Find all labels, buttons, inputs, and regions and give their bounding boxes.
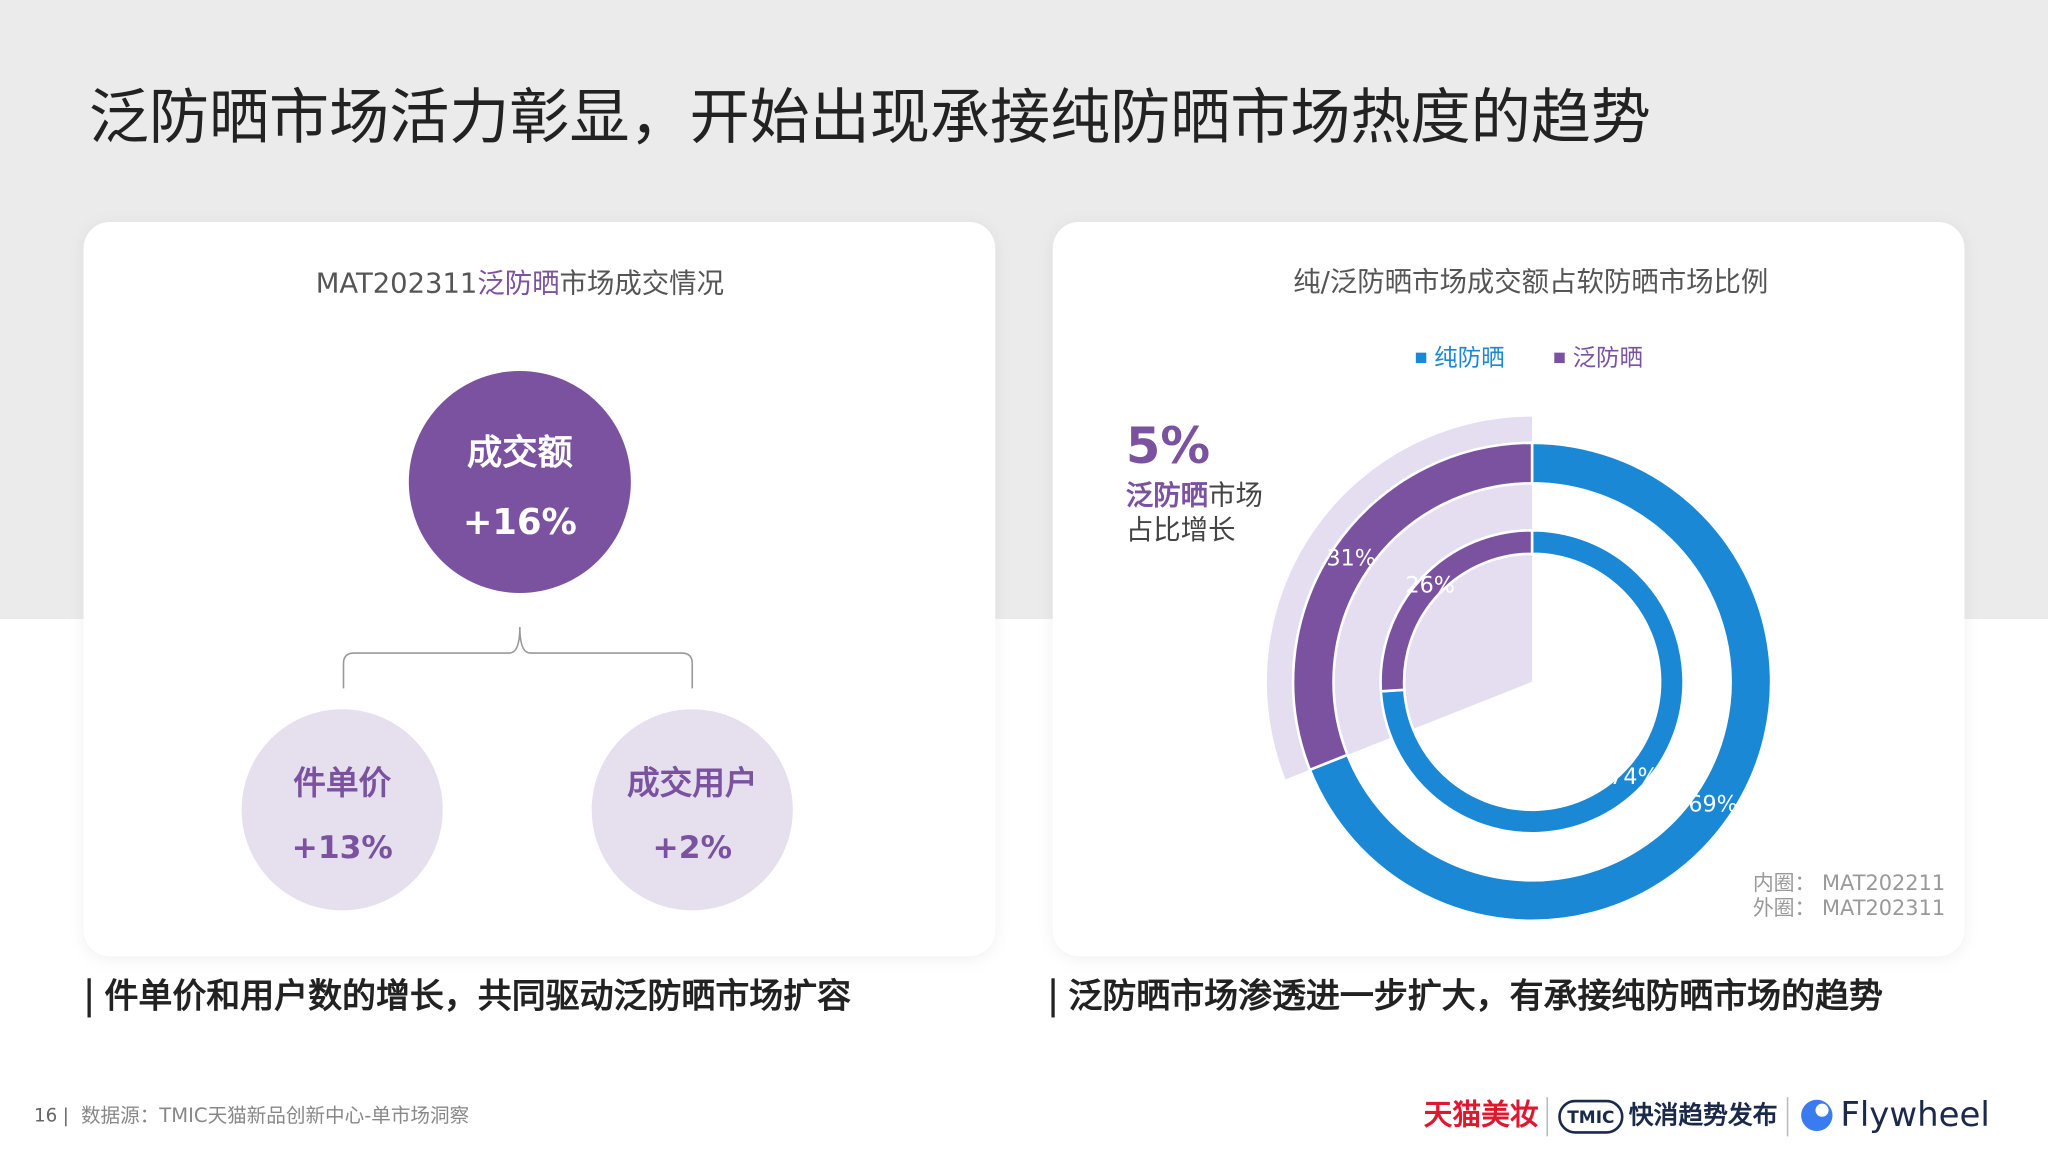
donut-segment <box>1379 528 1685 835</box>
logo: 天猫美妆 <box>1424 1098 1539 1132</box>
child-node <box>241 709 443 911</box>
caption-bar <box>87 978 91 1018</box>
ring-category: MAT202211 <box>1822 871 1945 895</box>
annotation-part: 市场 <box>1208 480 1263 511</box>
legend-label: 泛防晒 <box>1573 344 1644 372</box>
child-node <box>591 709 793 911</box>
ring-category: MAT202311 <box>1822 896 1945 920</box>
data-label: 31% <box>1326 545 1375 571</box>
annotation-text: 泛防晒市场 <box>1126 480 1263 511</box>
caption-bar <box>1051 978 1055 1018</box>
logo: 快消趋势发布 <box>1629 1101 1778 1130</box>
legend-swatch <box>1415 352 1427 364</box>
data-label: 74% <box>1609 764 1658 790</box>
ring-label: 外圈： <box>1753 896 1816 920</box>
title-part: MAT202311 <box>316 268 478 299</box>
donut-segment <box>1291 441 1534 772</box>
left-title: MAT202311泛防晒市场成交情况 <box>316 268 724 299</box>
ring-label: 内圈： <box>1753 871 1816 895</box>
node-label: 成交额 <box>467 433 573 474</box>
donut-segment <box>1308 441 1773 923</box>
data-label: 69% <box>1688 791 1737 817</box>
title-part: 市场成交情况 <box>560 268 724 299</box>
logo-icon <box>1801 1099 1833 1132</box>
logo: TMIC <box>1567 1108 1614 1128</box>
annotation-text: 占比增长 <box>1126 515 1236 546</box>
logo: Flywheel <box>1840 1095 1990 1135</box>
annotation-value: 5% <box>1126 417 1210 475</box>
data-label: 26% <box>1406 573 1455 599</box>
node-value: +2% <box>653 830 732 866</box>
logo-frame <box>1558 1099 1624 1134</box>
node-value: +13% <box>292 830 393 866</box>
legend-swatch <box>1554 352 1565 364</box>
caption: 件单价和用户数的增长，共同驱动泛防晒市场扩容 <box>104 976 851 1016</box>
node-value: +16% <box>463 502 577 543</box>
chart-title: 纯/泛防晒市场成交额占软防晒市场比例 <box>1293 267 1768 298</box>
node-label: 件单价 <box>293 764 391 802</box>
page-number: 16 <box>34 1106 57 1127</box>
donut-segment <box>1379 528 1534 693</box>
page-title: 泛防晒市场活力彰显，开始出现承接纯防晒市场热度的趋势 <box>89 83 1651 153</box>
logo-divider <box>1786 1097 1789 1137</box>
annotation-highlight: 泛防晒 <box>1126 480 1208 511</box>
brace <box>342 626 694 689</box>
caption: 泛防晒市场渗透进一步扩大，有承接纯防晒市场的趋势 <box>1068 976 1883 1016</box>
logo-icon <box>1815 1103 1829 1117</box>
title-highlight: 泛防晒 <box>477 268 559 299</box>
logo-divider <box>1546 1097 1549 1137</box>
root-node <box>408 370 631 593</box>
separator: | <box>63 1106 69 1127</box>
node-label: 成交用户 <box>627 764 758 802</box>
legend-label: 纯防晒 <box>1434 344 1505 372</box>
source: 数据源：TMIC天猫新品创新中心-单市场洞察 <box>81 1104 469 1127</box>
